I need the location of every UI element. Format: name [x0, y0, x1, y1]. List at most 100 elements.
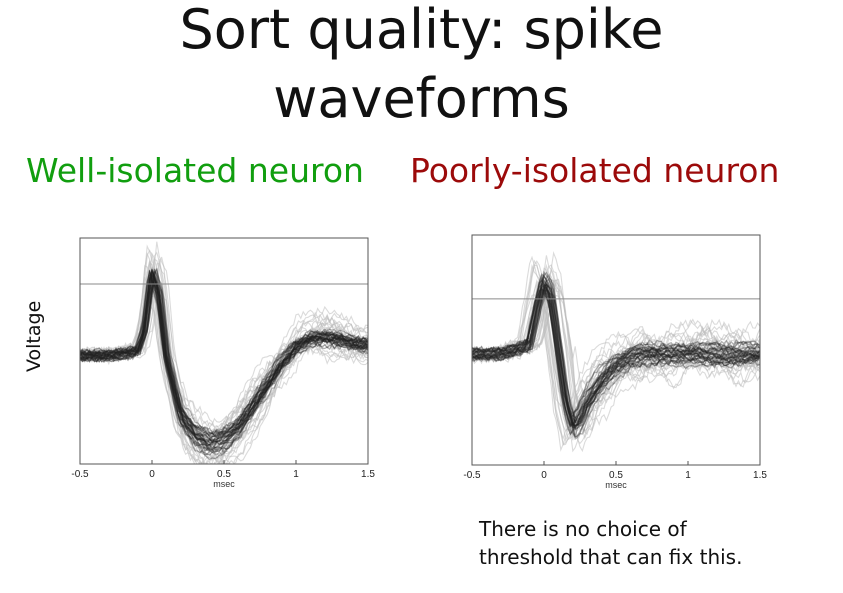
waveform-trace	[80, 262, 368, 455]
waveform-trace	[472, 265, 760, 446]
waveform-trace	[472, 283, 760, 430]
voltage-axis-label: Voltage	[23, 300, 45, 372]
waveform-trace	[472, 275, 760, 438]
x-tick-label: 0.5	[609, 470, 623, 481]
waveform-trace	[80, 271, 368, 450]
waveform-trace	[472, 279, 760, 436]
waveform-trace	[80, 274, 368, 439]
waveform-trace	[80, 278, 368, 448]
waveform-trace	[472, 281, 760, 440]
waveform-trace	[472, 268, 760, 453]
spike-traces	[80, 241, 368, 464]
waveform-trace	[80, 270, 368, 451]
waveform-trace	[472, 287, 760, 430]
waveform-trace	[472, 277, 760, 419]
waveform-trace	[80, 268, 368, 453]
waveform-trace	[80, 274, 368, 435]
waveform-trace	[80, 273, 368, 456]
waveform-trace	[472, 278, 760, 424]
waveform-trace	[472, 273, 760, 426]
waveform-trace	[80, 277, 368, 433]
slide-title-line2: waveforms	[273, 67, 570, 130]
x-tick-label: 1.5	[753, 470, 767, 481]
x-tick-label: 0	[541, 470, 547, 481]
waveform-trace	[472, 273, 760, 428]
waveform-trace	[472, 294, 760, 411]
waveform-trace	[80, 286, 368, 441]
waveform-trace	[472, 273, 760, 428]
waveform-trace	[472, 270, 760, 425]
waveform-trace	[80, 270, 368, 446]
poorly-isolated-label: Poorly-isolated neuron	[410, 151, 780, 190]
waveform-trace	[80, 274, 368, 444]
waveform-trace	[472, 305, 760, 414]
poorly-isolated-waveform-plot: -0.5 0 0.5 1 1.5 msec	[463, 234, 767, 490]
waveform-trace	[80, 282, 368, 446]
waveform-trace	[472, 274, 760, 429]
x-tick-label: 0	[149, 469, 155, 480]
waveform-trace	[80, 269, 368, 451]
waveform-trace	[472, 278, 760, 429]
waveform-trace	[80, 276, 368, 453]
waveform-trace	[80, 273, 368, 444]
waveform-trace	[80, 269, 368, 444]
waveform-trace	[80, 279, 368, 450]
x-tick-label: 1	[685, 470, 691, 481]
waveform-trace	[472, 284, 760, 427]
waveform-trace	[472, 289, 760, 428]
slide-title-line1: Sort quality: spike	[179, 0, 664, 61]
waveform-trace	[80, 282, 368, 428]
waveform-trace	[472, 280, 760, 439]
waveform-trace	[80, 269, 368, 445]
waveform-trace	[472, 283, 760, 438]
waveform-trace	[80, 270, 368, 444]
waveform-trace	[80, 261, 368, 453]
waveform-trace	[472, 288, 760, 426]
waveform-trace	[80, 285, 368, 439]
waveform-trace	[80, 288, 368, 445]
waveform-trace	[80, 268, 368, 453]
x-tick-label: 1	[293, 469, 299, 480]
waveform-trace	[80, 288, 368, 432]
x-tick-label: 1.5	[361, 469, 375, 480]
waveform-trace	[472, 285, 760, 431]
waveform-trace	[472, 289, 760, 418]
waveform-trace	[80, 271, 368, 438]
waveform-trace	[472, 282, 760, 426]
waveform-trace	[80, 277, 368, 439]
waveform-trace	[80, 269, 368, 448]
waveform-trace	[80, 273, 368, 443]
waveform-trace	[472, 294, 760, 432]
waveform-trace	[472, 288, 760, 431]
waveform-trace	[472, 271, 760, 428]
waveform-trace	[472, 286, 760, 426]
waveform-trace	[80, 269, 368, 452]
waveform-trace	[80, 273, 368, 443]
well-isolated-label: Well-isolated neuron	[26, 151, 364, 190]
waveform-trace	[80, 282, 368, 436]
waveform-trace	[472, 282, 760, 419]
waveform-trace	[80, 292, 368, 439]
well-isolated-waveform-plot: -0.5 0 0.5 1 1.5 msec	[71, 237, 375, 489]
x-axis-label: msec	[213, 479, 235, 489]
waveform-trace	[80, 268, 368, 454]
waveform-trace	[80, 268, 368, 450]
spike-traces	[472, 251, 760, 453]
waveform-trace	[80, 291, 368, 437]
waveform-trace	[80, 279, 368, 436]
x-tick-label: -0.5	[71, 469, 89, 480]
waveform-trace	[472, 276, 760, 436]
waveform-trace	[80, 272, 368, 463]
waveform-trace	[472, 286, 760, 417]
waveform-trace	[472, 284, 760, 422]
waveform-trace	[472, 275, 760, 441]
waveform-trace	[472, 283, 760, 423]
waveform-trace	[80, 269, 368, 456]
waveform-trace	[80, 269, 368, 461]
waveform-trace	[80, 280, 368, 446]
waveform-trace	[472, 287, 760, 427]
threshold-note: There is no choice of threshold that can…	[479, 517, 743, 569]
x-tick-label: -0.5	[463, 470, 481, 481]
x-axis-label: msec	[605, 480, 627, 490]
x-tick-label: 0.5	[217, 469, 231, 480]
